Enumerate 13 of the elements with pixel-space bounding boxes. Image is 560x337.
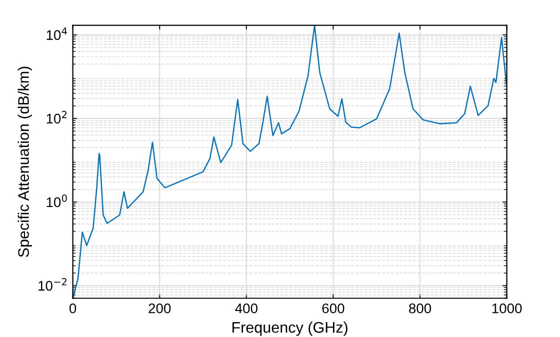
x-tick-label: 1000 [492,303,522,314]
y-tick-label: 10$^{2}$ [46,110,67,124]
y-tick-label: 10$^{0}$ [46,194,67,208]
y-axis-title: Specific Attenuation (dB/km) [18,66,32,258]
x-tick-label: 600 [322,303,344,314]
y-tick-label: 10$^{−2}$ [38,278,66,291]
x-tick-label: 800 [409,303,432,314]
x-tick-label: 400 [235,303,258,314]
y-tick-label: 10$^{4}$ [46,27,67,40]
x-tick-label: 0 [69,303,76,314]
x-axis-title: Frequency (GHz) [232,322,348,336]
x-tick-label: 200 [148,303,171,314]
line-series [72,25,507,298]
